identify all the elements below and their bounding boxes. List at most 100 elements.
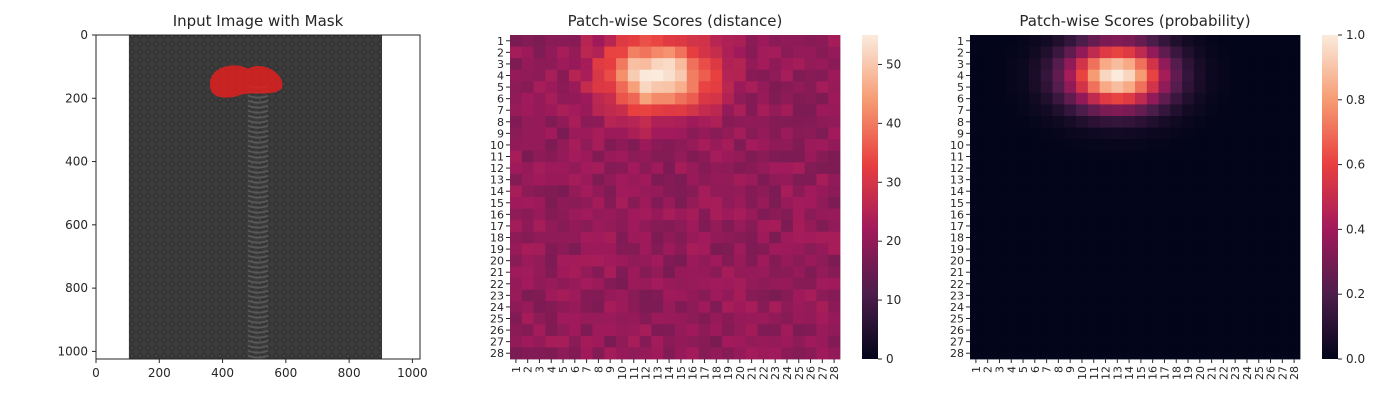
heatmap-cell (1052, 173, 1065, 186)
heatmap-cell (568, 197, 582, 209)
heatmap-cell (757, 301, 770, 314)
heatmap-cell (1064, 324, 1077, 337)
heatmap-cell (710, 92, 723, 105)
y-tick-label: 16 (950, 208, 964, 221)
heatmap-cell (1076, 46, 1089, 59)
heatmap-cell (733, 116, 747, 128)
heatmap-cell (1111, 208, 1124, 221)
heatmap-cell (568, 150, 582, 163)
heatmap-cell (1252, 208, 1266, 221)
heatmap-cell (745, 150, 758, 163)
heatmap-cell (1264, 243, 1277, 256)
heatmap-cell (1123, 81, 1136, 94)
heatmap-cell (1193, 127, 1207, 140)
heatmap-cell (592, 301, 605, 314)
x-tick-label: 27 (1276, 366, 1289, 380)
heatmap-cell (1229, 35, 1242, 47)
heatmap-cell (1193, 46, 1207, 59)
heatmap-cell (604, 185, 617, 198)
heatmap-cell (745, 46, 758, 59)
x-tick-label: 11 (628, 366, 641, 380)
heatmap-cell (698, 139, 711, 152)
heatmap-cell (733, 46, 747, 59)
heatmap-cell (828, 220, 841, 233)
heatmap-cell (781, 127, 794, 140)
heatmap-cell (1229, 150, 1242, 163)
heatmap-cell (1264, 104, 1277, 117)
heatmap-cell (521, 335, 534, 348)
heatmap-cell (545, 116, 558, 128)
heatmap-cell (828, 278, 841, 290)
heatmap-cell (816, 185, 829, 198)
heatmap-cell (1146, 104, 1159, 117)
heatmap-cell (510, 69, 523, 82)
x-tick-label: 3 (993, 366, 1006, 373)
heatmap-cell (1182, 301, 1195, 314)
heatmap-cell (545, 150, 558, 163)
heatmap-cell (604, 104, 617, 117)
heatmap-cell (639, 324, 652, 337)
heatmap-cell (1099, 127, 1112, 140)
heatmap-cell (557, 266, 570, 279)
heatmap-cell (1005, 162, 1018, 175)
heatmap-cell (568, 301, 582, 314)
heatmap-cell (1146, 231, 1159, 244)
x-tick-label: 17 (1158, 366, 1171, 380)
heatmap-cell (1099, 220, 1112, 233)
heatmap-cell (1123, 301, 1136, 314)
heatmap-cell (510, 243, 523, 256)
zipper-image (128, 35, 383, 359)
heatmap-cell (722, 231, 735, 244)
heatmap-cell (651, 324, 664, 337)
heatmap-cell (1028, 58, 1042, 71)
heatmap-cell (1205, 58, 1218, 71)
heatmap-cell (1241, 92, 1254, 105)
heatmap-cell (710, 69, 723, 82)
heatmap-cell (804, 289, 817, 302)
x-tick-label: 5 (557, 366, 570, 373)
heatmap-cell (557, 69, 570, 82)
heatmap-cell (675, 185, 688, 198)
heatmap-cell (1193, 81, 1207, 94)
heatmap-cell (1005, 197, 1018, 209)
heatmap-cell (698, 231, 711, 244)
heatmap-cell (686, 150, 699, 163)
heatmap-cell (1123, 127, 1136, 140)
heatmap-cell (1252, 35, 1266, 47)
heatmap-cell (970, 104, 983, 117)
heatmap-cell (1040, 127, 1053, 140)
colorbar-tick-label: 0.6 (1346, 158, 1365, 172)
heatmap-cell (557, 301, 570, 314)
heatmap-cell (1099, 197, 1112, 209)
heatmap-cell (1241, 312, 1254, 325)
heatmap-cell (1135, 35, 1148, 47)
colorbar-tick-label: 0.0 (1346, 352, 1365, 366)
heatmap-cell (1217, 104, 1230, 117)
heatmap-cell (970, 139, 983, 152)
heatmap-cell (733, 197, 747, 209)
heatmap-cell (1217, 58, 1230, 71)
heatmap-cell (639, 197, 652, 209)
heatmap-cell (568, 335, 582, 348)
heatmap-cell (510, 208, 523, 221)
heatmap-cell (545, 278, 558, 290)
heatmap-cell (816, 231, 829, 244)
heatmap-cell (1135, 185, 1148, 198)
heatmap-cell (1111, 266, 1124, 279)
heatmap-cell (533, 220, 546, 233)
heatmap-cell (604, 81, 617, 94)
heatmap-cell (533, 92, 546, 105)
heatmap-cell (592, 104, 605, 117)
heatmap-cell (1064, 289, 1077, 302)
heatmap-cell (686, 220, 699, 233)
heatmap-cell (722, 243, 735, 256)
heatmap-cell (1229, 173, 1242, 186)
heatmap-cell (993, 301, 1006, 314)
heatmap-cell (1017, 231, 1030, 244)
heatmap-cell (1288, 150, 1301, 163)
heatmap-cell (639, 208, 652, 221)
heatmap-cell (1241, 69, 1254, 82)
heatmap-cell (1229, 278, 1242, 290)
heatmap-cell (745, 335, 758, 348)
y-tick-label: 400 (65, 155, 88, 169)
